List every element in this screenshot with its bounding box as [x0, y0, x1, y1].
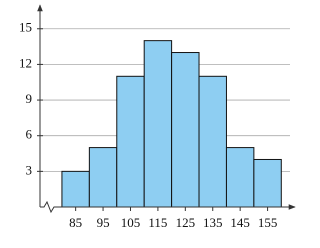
x-tick-label: 115 [148, 215, 167, 230]
x-axis [40, 200, 296, 214]
x-tick-label: 105 [121, 215, 141, 230]
x-tick-label: 135 [203, 215, 223, 230]
bar [253, 158, 282, 208]
bar [61, 170, 90, 208]
x-tick-label: 145 [230, 215, 250, 230]
bar [143, 40, 173, 208]
y-tick-label: 12 [19, 55, 32, 70]
y-tick-label: 3 [26, 162, 33, 177]
y-tick-label: 6 [26, 127, 33, 142]
bar [198, 75, 227, 208]
y-tick-label: 15 [19, 20, 32, 35]
x-tick-label: 155 [258, 215, 278, 230]
x-tick-label: 95 [97, 215, 110, 230]
bar [225, 147, 255, 208]
bar [116, 75, 145, 208]
x-tick-label: 85 [69, 215, 82, 230]
bar [171, 52, 200, 208]
x-tick-label: 125 [176, 215, 196, 230]
y-tick-label: 9 [26, 91, 33, 106]
chart: 3 6 9 12 15 85 95 105 115 125 135 145 155 [19, 4, 296, 230]
bar [88, 147, 118, 208]
